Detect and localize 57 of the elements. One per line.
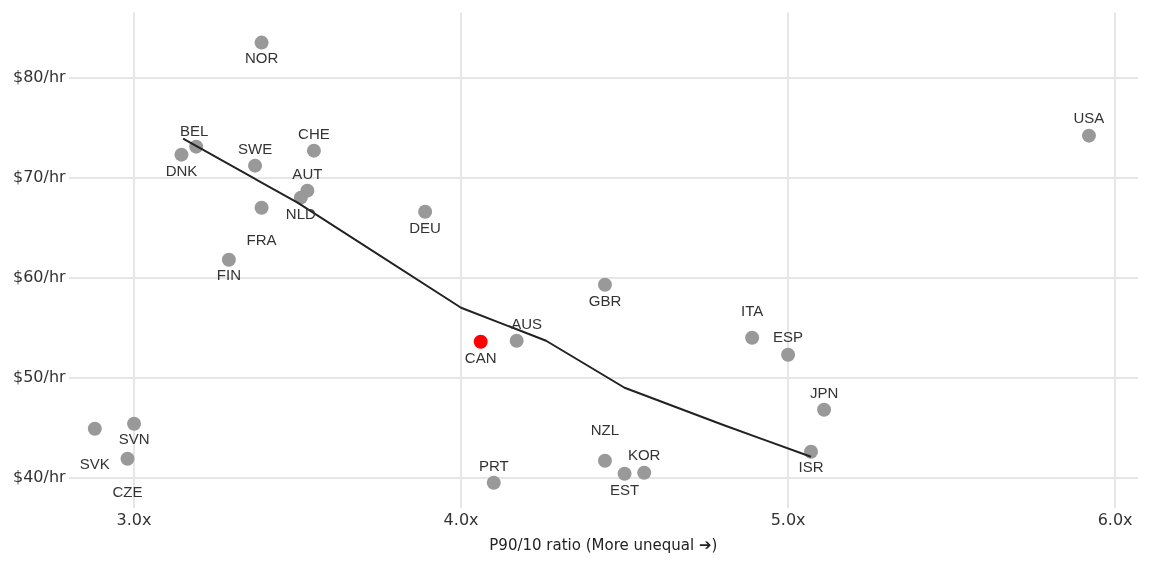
annotation: AUT: [292, 164, 323, 182]
point: [120, 451, 135, 466]
point: [254, 200, 269, 215]
annotation: FIN: [216, 265, 241, 283]
point: [174, 147, 189, 162]
annotation: CZE: [112, 482, 143, 500]
point: [745, 330, 760, 345]
annotation: DNK: [165, 161, 198, 179]
annotation: SVN: [118, 429, 150, 447]
annotation: PRT: [478, 456, 509, 474]
annotation: FRA: [246, 230, 277, 248]
annotation: ISR: [798, 457, 824, 475]
annotation: USA: [1073, 108, 1105, 126]
point: [617, 466, 632, 481]
point: [597, 277, 612, 292]
point: [486, 475, 501, 490]
annotation: SVK: [79, 454, 110, 472]
point: [803, 444, 818, 459]
annotation: BEL: [180, 121, 209, 139]
y-tick-label: $70/hr: [12, 166, 67, 186]
annotation: NZL: [590, 420, 620, 438]
point: [637, 465, 652, 480]
point: [817, 402, 832, 417]
point: [418, 204, 433, 219]
point: [1081, 128, 1096, 143]
y-tick-label: $50/hr: [12, 366, 67, 386]
annotation: CAN: [464, 348, 497, 366]
annotation: GBR: [588, 291, 622, 309]
annotation: JPN: [809, 383, 839, 401]
annotation: ITA: [741, 301, 764, 319]
x-tick-label: 5.0x: [770, 509, 806, 529]
annotation: SWE: [237, 139, 273, 157]
x-tick-label: 6.0x: [1097, 509, 1133, 529]
annotation: NOR: [244, 48, 279, 66]
point: [87, 421, 102, 436]
annotation: DEU: [409, 218, 441, 236]
point: [473, 334, 488, 349]
point: [306, 143, 321, 158]
annotation: EST: [609, 480, 640, 498]
annotation: KOR: [627, 445, 661, 463]
point: [221, 252, 236, 267]
point: [254, 35, 269, 50]
point: [781, 347, 796, 362]
point: [509, 333, 524, 348]
x-tick-label: 3.0x: [116, 509, 152, 529]
annotation: CHE: [298, 124, 330, 142]
annotation: NLD: [285, 204, 316, 222]
annotation: ESP: [773, 327, 804, 345]
y-tick-label: $80/hr: [12, 66, 67, 86]
annotation: AUS: [511, 314, 543, 332]
x-tick-label: 4.0x: [443, 509, 479, 529]
point: [127, 416, 142, 431]
x-axis-title: P90/10 ratio (More unequal ➔): [489, 535, 718, 554]
y-tick-label: $60/hr: [12, 266, 67, 286]
point: [597, 453, 612, 468]
point: [248, 158, 263, 173]
y-tick-label: $40/hr: [12, 466, 67, 486]
